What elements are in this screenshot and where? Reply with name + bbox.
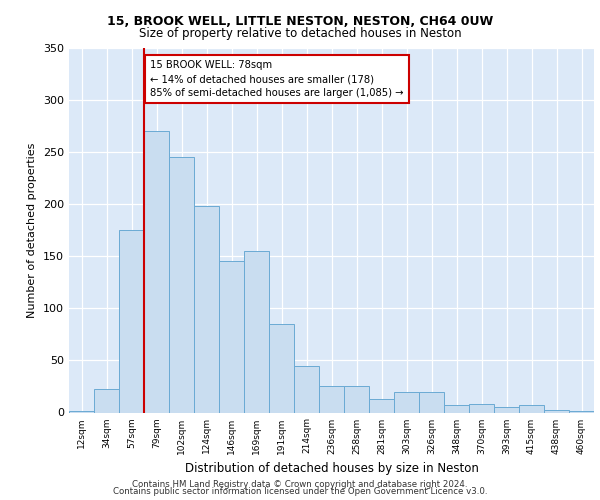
Text: Contains HM Land Registry data © Crown copyright and database right 2024.: Contains HM Land Registry data © Crown c… [132,480,468,489]
Bar [144,131,169,412]
Bar [219,262,244,412]
Text: Contains public sector information licensed under the Open Government Licence v3: Contains public sector information licen… [113,488,487,496]
Bar [94,388,119,412]
Bar [394,392,419,412]
Bar [369,399,394,412]
Bar [344,386,369,412]
Text: Size of property relative to detached houses in Neston: Size of property relative to detached ho… [139,28,461,40]
Bar [119,230,144,412]
Bar [494,408,519,412]
Bar [319,386,344,412]
X-axis label: Distribution of detached houses by size in Neston: Distribution of detached houses by size … [185,462,478,475]
Bar [444,405,469,412]
Bar [544,410,569,412]
Bar [294,366,319,412]
Bar [419,392,444,412]
Bar [169,157,194,412]
Bar [519,405,544,412]
Bar [244,251,269,412]
Text: 15, BROOK WELL, LITTLE NESTON, NESTON, CH64 0UW: 15, BROOK WELL, LITTLE NESTON, NESTON, C… [107,15,493,28]
Y-axis label: Number of detached properties: Number of detached properties [28,142,37,318]
Bar [269,324,294,412]
Bar [469,404,494,412]
Bar [194,206,219,412]
Text: 15 BROOK WELL: 78sqm
← 14% of detached houses are smaller (178)
85% of semi-deta: 15 BROOK WELL: 78sqm ← 14% of detached h… [150,60,404,98]
